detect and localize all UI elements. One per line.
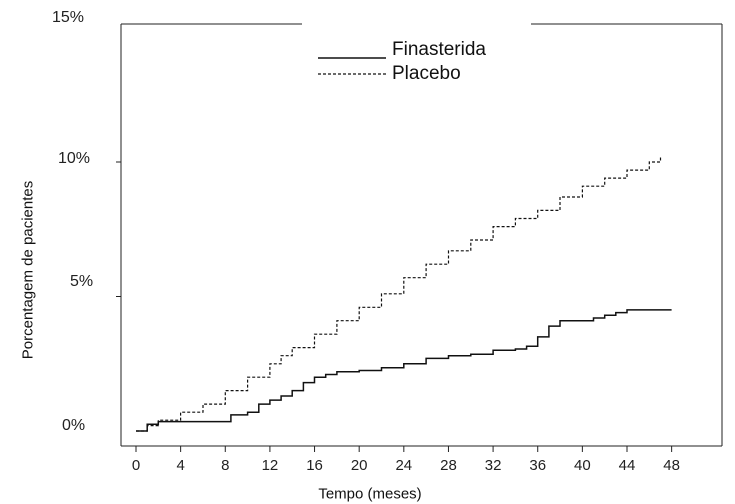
series-line-finasterida — [136, 309, 672, 432]
x-tick-label: 4 — [176, 457, 184, 474]
series-lines — [136, 156, 672, 432]
y-tick-label: 10% — [58, 150, 90, 167]
series-line-placebo — [136, 156, 662, 432]
plot-frame — [120, 23, 723, 447]
x-tick-label: 44 — [619, 457, 636, 474]
x-axis: 0 4 8 12 16 20 24 28 32 36 40 44 48 — [132, 446, 680, 474]
legend-label-placebo: Placebo — [392, 63, 461, 84]
x-tick-label: 32 — [485, 457, 502, 474]
x-tick-label: 36 — [529, 457, 546, 474]
y-tick-label: 5% — [70, 273, 93, 290]
x-tick-label: 16 — [306, 457, 323, 474]
legend-label-finasterida: Finasterida — [392, 39, 486, 60]
y-tick-label: 15% — [52, 9, 84, 26]
legend: Finasterida Placebo — [318, 39, 486, 84]
x-tick-label: 12 — [262, 457, 279, 474]
x-tick-label: 20 — [351, 457, 368, 474]
x-tick-label: 24 — [395, 457, 412, 474]
x-tick-label: 8 — [221, 457, 229, 474]
y-tick-label: 0% — [62, 417, 85, 434]
x-axis-title: Tempo (meses) — [318, 485, 422, 503]
x-tick-label: 40 — [574, 457, 591, 474]
x-tick-label: 28 — [440, 457, 457, 474]
y-axis-title: Porcentagem de pacientes — [19, 180, 37, 360]
x-tick-label: 48 — [663, 457, 680, 474]
x-tick-label: 0 — [132, 457, 140, 474]
y-axis: 0% 5% 10% 15% — [52, 9, 121, 434]
